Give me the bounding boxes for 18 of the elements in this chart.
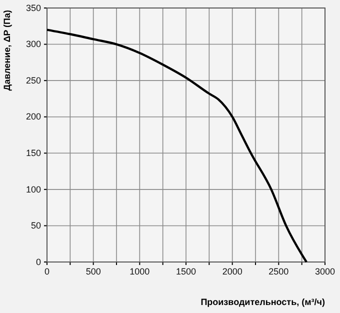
line-series bbox=[46, 28, 308, 264]
y-tick-label: 250 bbox=[26, 75, 41, 86]
x-axis-title: Производительность, (м³/ч) bbox=[200, 297, 325, 307]
x-tick-label: 1000 bbox=[130, 266, 150, 276]
y-tick-label: 50 bbox=[30, 220, 41, 231]
y-tick-label: 100 bbox=[26, 184, 41, 194]
x-tick-label: 500 bbox=[86, 266, 101, 276]
x-tick-label: 3000 bbox=[314, 266, 336, 276]
y-axis-title: Давление, ΔP (Па) bbox=[2, 10, 12, 91]
y-tick-label: 300 bbox=[26, 39, 41, 50]
x-tick-label: 0 bbox=[44, 266, 50, 276]
x-tick-label: 2500 bbox=[268, 266, 289, 276]
x-tick-label: 2000 bbox=[222, 266, 242, 276]
y-tick-label: 200 bbox=[26, 112, 41, 122]
y-tick-label: 350 bbox=[26, 2, 41, 13]
y-tick-label: 150 bbox=[26, 148, 41, 158]
y-tick-label: 0 bbox=[36, 256, 41, 267]
x-tick-label: 1500 bbox=[176, 266, 196, 276]
